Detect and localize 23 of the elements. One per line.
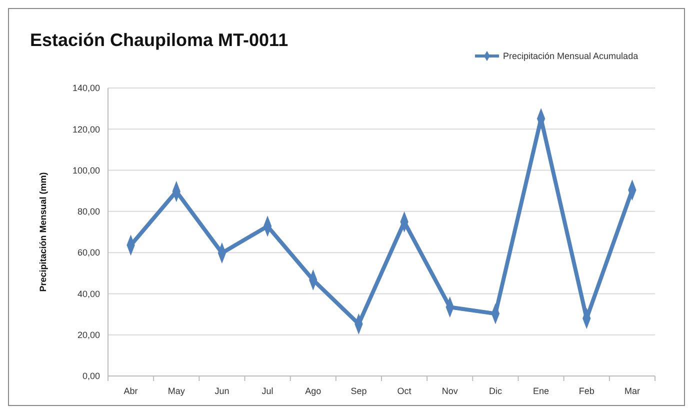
y-tick-label: 100,00 — [72, 165, 100, 176]
y-tick-label: 20,00 — [77, 330, 100, 340]
y-axis-title: Precipitación Mensual (mm) — [38, 172, 48, 292]
x-tick-label: Abr — [124, 386, 138, 396]
x-tick-label: Jul — [262, 386, 274, 396]
x-tick-label: Ago — [305, 386, 322, 396]
chart-title: Estación Chaupiloma MT-0011 — [30, 30, 288, 50]
x-tick-label: Sep — [350, 386, 367, 396]
y-tick-label: 140,00 — [72, 83, 100, 94]
y-tick-label: 120,00 — [72, 124, 100, 134]
x-tick-label: Jun — [214, 386, 230, 396]
x-tick-label: Ene — [533, 386, 550, 396]
x-tick-label: Oct — [397, 386, 412, 396]
x-tick-label: May — [168, 386, 186, 396]
y-tick-label: 40,00 — [77, 288, 100, 299]
x-tick-label: Feb — [578, 386, 594, 396]
y-tick-label: 60,00 — [77, 248, 100, 258]
y-tick-label: 80,00 — [77, 206, 100, 217]
x-tick-label: Dic — [488, 386, 502, 396]
x-tick-label: Mar — [624, 386, 640, 396]
x-tick-label: Nov — [442, 386, 458, 396]
legend-label: Precipitación Mensual Acumulada — [503, 51, 638, 62]
y-tick-label: 0,00 — [82, 371, 100, 382]
